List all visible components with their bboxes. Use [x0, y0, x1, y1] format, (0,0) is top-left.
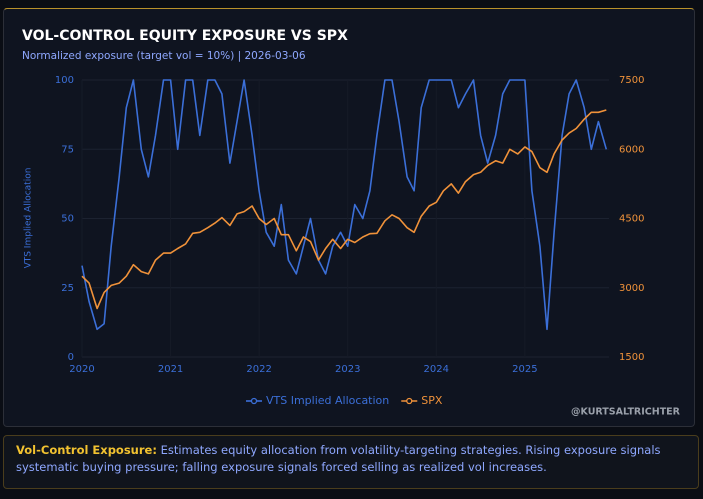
- x-tick-label: 2021: [158, 364, 183, 375]
- legend-marker: [250, 397, 258, 405]
- legend-label: SPX: [421, 394, 443, 407]
- footer-note: Vol-Control Exposure: Estimates equity a…: [3, 435, 699, 489]
- chart-title: VOL-CONTROL EQUITY EXPOSURE VS SPX: [22, 28, 348, 44]
- x-tick-label: 2020: [69, 364, 94, 375]
- x-tick-label: 2022: [246, 364, 271, 375]
- series-line: [81, 109, 607, 310]
- legend-label: VTS Implied Allocation: [266, 394, 389, 407]
- y2-tick-label: 7500: [619, 75, 644, 86]
- y2-tick-label: 6000: [619, 144, 644, 155]
- y2-tick-label: 3000: [619, 283, 644, 294]
- y-axis-label: VTS Implied Allocation: [24, 168, 34, 269]
- x-tick-label: 2024: [424, 364, 449, 375]
- chart-subtitle: Normalized exposure (target vol = 10%) |…: [22, 50, 306, 62]
- credit: @KURTSALTRICHTER: [571, 407, 681, 418]
- y-tick-label: 0: [68, 352, 74, 363]
- series-line: [81, 79, 608, 331]
- y2-tick-label: 1500: [619, 352, 644, 363]
- y-tick-label: 25: [61, 283, 74, 294]
- y-tick-label: 75: [61, 144, 74, 155]
- x-tick-label: 2025: [512, 364, 537, 375]
- y-tick-label: 50: [61, 214, 74, 225]
- footer-lead: Vol-Control Exposure:: [16, 443, 157, 457]
- y2-tick-label: 4500: [619, 214, 644, 225]
- chart: VOL-CONTROL EQUITY EXPOSURE VS SPX Norma…: [22, 28, 681, 418]
- legend-marker: [406, 397, 413, 405]
- footer-text: Estimates equity allocation from volatil…: [16, 443, 661, 474]
- x-tick-label: 2023: [335, 364, 360, 375]
- y-tick-label: 100: [55, 75, 74, 86]
